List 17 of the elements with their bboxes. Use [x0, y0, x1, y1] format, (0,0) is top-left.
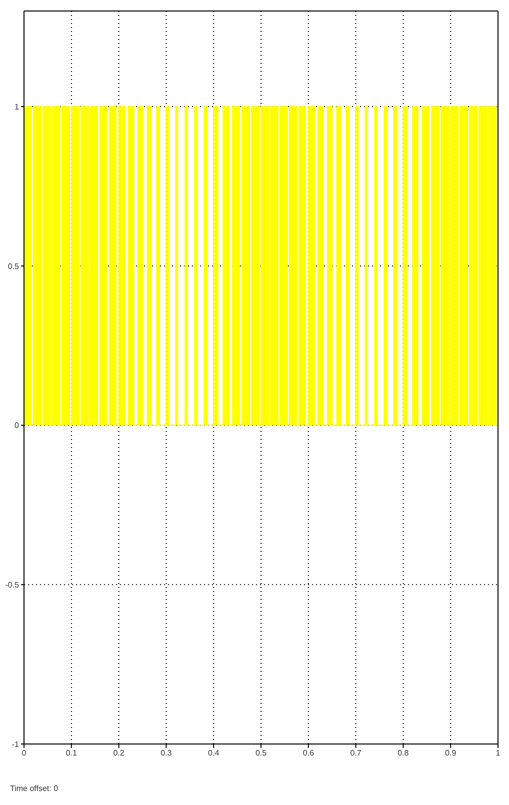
x-tick-label: 0	[22, 748, 27, 758]
x-tick-label: 0.9	[445, 748, 457, 758]
x-tick-label: 0.2	[113, 748, 125, 758]
x-tick-label: 0.1	[66, 748, 78, 758]
y-tick-label: 0.5	[8, 262, 20, 271]
x-tick-label: 0.7	[350, 748, 362, 758]
x-tick-label: 0.3	[160, 748, 172, 758]
x-tick-label: 0.5	[255, 748, 268, 758]
x-tick-label: 1	[496, 748, 501, 758]
y-tick-label: -0.5	[5, 580, 20, 590]
y-tick-label: 1	[14, 102, 20, 112]
x-tick-label: 0.8	[398, 748, 410, 758]
y-tick-label: -1	[12, 740, 20, 749]
text: Time offset: 0	[10, 784, 60, 793]
x-tick-label: 0.4	[208, 748, 220, 758]
x-tick-label: 0.6	[302, 748, 315, 758]
y-tick-label: 0	[14, 421, 20, 430]
